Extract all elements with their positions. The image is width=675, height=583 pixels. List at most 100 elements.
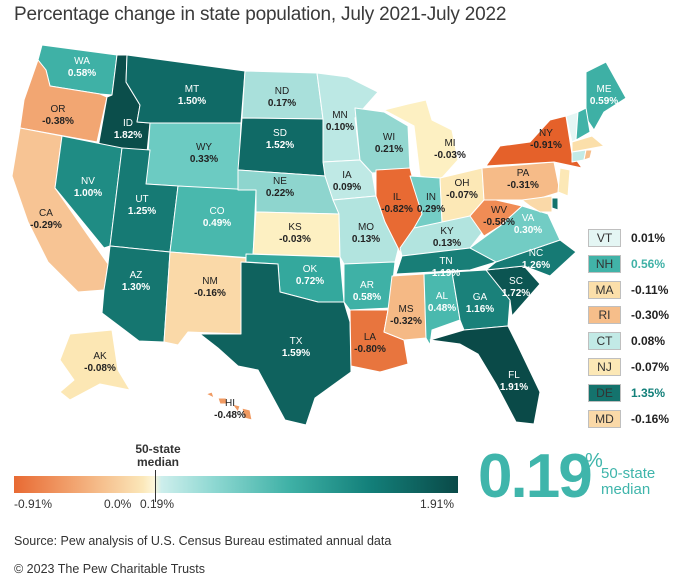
state-value-md: -0.16% xyxy=(631,411,670,426)
state-ri-shape[interactable] xyxy=(583,149,593,161)
legend-max-label: 1.91% xyxy=(420,497,455,511)
state-abbr-ga: GA xyxy=(473,292,488,303)
state-box-md[interactable]: MD xyxy=(588,409,621,428)
state-box-de[interactable]: DE xyxy=(588,383,621,402)
state-abbr-me: ME xyxy=(597,84,612,95)
state-value-ut: 1.25% xyxy=(128,206,156,217)
state-abbr-mo: MO xyxy=(358,222,374,233)
state-value-nd: 0.17% xyxy=(268,98,296,109)
median-percent-sign: % xyxy=(585,450,603,472)
state-abbr-fl: FL xyxy=(508,370,520,381)
state-value-mo: 0.13% xyxy=(352,234,380,245)
state-value-wi: 0.21% xyxy=(375,144,403,155)
median-caption: 50-state median xyxy=(601,466,655,498)
state-abbr-tx: TX xyxy=(290,336,303,347)
state-value-wv: -0.58% xyxy=(483,217,515,228)
small-state-row-de[interactable]: DE 1.35% xyxy=(588,381,672,405)
state-value-ny: -0.91% xyxy=(530,140,562,151)
copyright-note: © 2023 The Pew Charitable Trusts xyxy=(14,562,206,576)
state-hi[interactable] xyxy=(205,391,253,421)
state-value-wa: 0.58% xyxy=(68,68,96,79)
state-value-tn: 1.19% xyxy=(432,268,460,279)
state-box-nh[interactable]: NH xyxy=(588,254,621,273)
state-abbr-wi: WI xyxy=(383,132,395,143)
state-az[interactable] xyxy=(101,245,171,343)
state-value-sd: 1.52% xyxy=(266,140,294,151)
state-value-vt: 0.01% xyxy=(631,231,666,245)
state-de-shape[interactable] xyxy=(551,197,559,211)
state-ar[interactable] xyxy=(343,261,396,311)
small-state-row-ma[interactable]: MA -0.11% xyxy=(588,278,672,302)
state-abbr-la: LA xyxy=(364,332,377,343)
state-fl[interactable] xyxy=(429,325,541,425)
state-abbr-oh: OH xyxy=(455,178,470,189)
state-value-nj: -0.07% xyxy=(631,359,670,374)
state-value-mt: 1.50% xyxy=(178,96,206,107)
state-box-nj[interactable]: NJ xyxy=(588,357,621,376)
state-box-vt[interactable]: VT xyxy=(588,229,621,247)
state-value-ct: 0.08% xyxy=(631,334,666,349)
state-value-ma: -0.11% xyxy=(631,282,669,297)
small-state-row-vt[interactable]: VT 0.01% xyxy=(588,226,672,250)
small-state-row-ct[interactable]: CT 0.08% xyxy=(588,329,672,353)
median-caption-line2: median xyxy=(601,481,651,498)
state-abbr-nc: NC xyxy=(529,248,543,259)
state-value-sc: 1.72% xyxy=(502,288,530,299)
state-value-de: 1.35% xyxy=(631,385,666,400)
state-value-nv: 1.00% xyxy=(74,188,102,199)
state-value-pa: -0.31% xyxy=(507,180,539,191)
state-box-ri[interactable]: RI xyxy=(588,306,621,325)
state-abbr-al: AL xyxy=(436,291,449,302)
state-abbr-mt: MT xyxy=(185,84,199,95)
state-abbr-sd: SD xyxy=(273,128,287,139)
state-value-ks: -0.03% xyxy=(279,234,311,245)
state-value-mn: 0.10% xyxy=(326,122,354,133)
small-state-row-md[interactable]: MD -0.16% xyxy=(588,407,672,431)
state-value-wy: 0.33% xyxy=(190,154,218,165)
state-value-id: 1.82% xyxy=(114,130,142,141)
state-ky[interactable] xyxy=(399,215,485,257)
state-abbr-ne: NE xyxy=(273,176,287,187)
state-abbr-or: OR xyxy=(51,104,66,115)
state-value-az: 1.30% xyxy=(122,282,150,293)
state-abbr-ms: MS xyxy=(399,304,414,315)
state-abbr-in: IN xyxy=(426,192,436,203)
state-value-nm: -0.16% xyxy=(194,288,226,299)
state-abbr-ks: KS xyxy=(288,222,302,233)
state-box-ct[interactable]: CT xyxy=(588,332,621,351)
state-value-tx: 1.59% xyxy=(282,348,310,359)
state-value-me: 0.59% xyxy=(590,96,618,107)
state-abbr-co: CO xyxy=(210,206,225,217)
state-nj-shape[interactable] xyxy=(557,167,571,197)
state-value-ky: 0.13% xyxy=(433,238,461,249)
state-value-hi: -0.48% xyxy=(214,410,246,421)
state-value-ca: -0.29% xyxy=(30,220,62,231)
state-ak[interactable] xyxy=(59,329,131,401)
state-abbr-ar: AR xyxy=(360,280,374,291)
state-abbr-va: VA xyxy=(522,213,535,224)
legend-min-label: -0.91% xyxy=(14,497,53,511)
source-note: Source: Pew analysis of U.S. Census Bure… xyxy=(14,534,392,548)
median-big-number: 0.19 xyxy=(478,442,593,511)
chart-title: Percentage change in state population, J… xyxy=(14,4,507,25)
small-state-row-nj[interactable]: NJ -0.07% xyxy=(588,355,672,379)
legend-median-tick xyxy=(155,470,156,502)
state-value-al: 0.48% xyxy=(428,303,456,314)
state-mi[interactable] xyxy=(383,99,459,181)
small-state-row-nh[interactable]: NH 0.56% xyxy=(588,252,672,276)
state-value-ar: 0.58% xyxy=(353,292,381,303)
state-tx[interactable] xyxy=(199,261,352,426)
state-value-ok: 0.72% xyxy=(296,276,324,287)
state-nh-shape[interactable] xyxy=(575,107,591,141)
state-abbr-pa: PA xyxy=(517,168,530,179)
state-md-shape[interactable] xyxy=(521,195,553,213)
small-state-row-ri[interactable]: RI -0.30% xyxy=(588,303,672,327)
state-abbr-hi: HI xyxy=(225,398,235,409)
state-abbr-id: ID xyxy=(123,118,133,129)
state-ma-shape[interactable] xyxy=(571,135,605,153)
state-nv[interactable] xyxy=(54,135,123,249)
state-box-ma[interactable]: MA xyxy=(588,280,621,299)
state-value-fl: 1.91% xyxy=(500,382,528,393)
state-value-in: 0.29% xyxy=(417,204,445,215)
state-abbr-wy: WY xyxy=(196,142,212,153)
